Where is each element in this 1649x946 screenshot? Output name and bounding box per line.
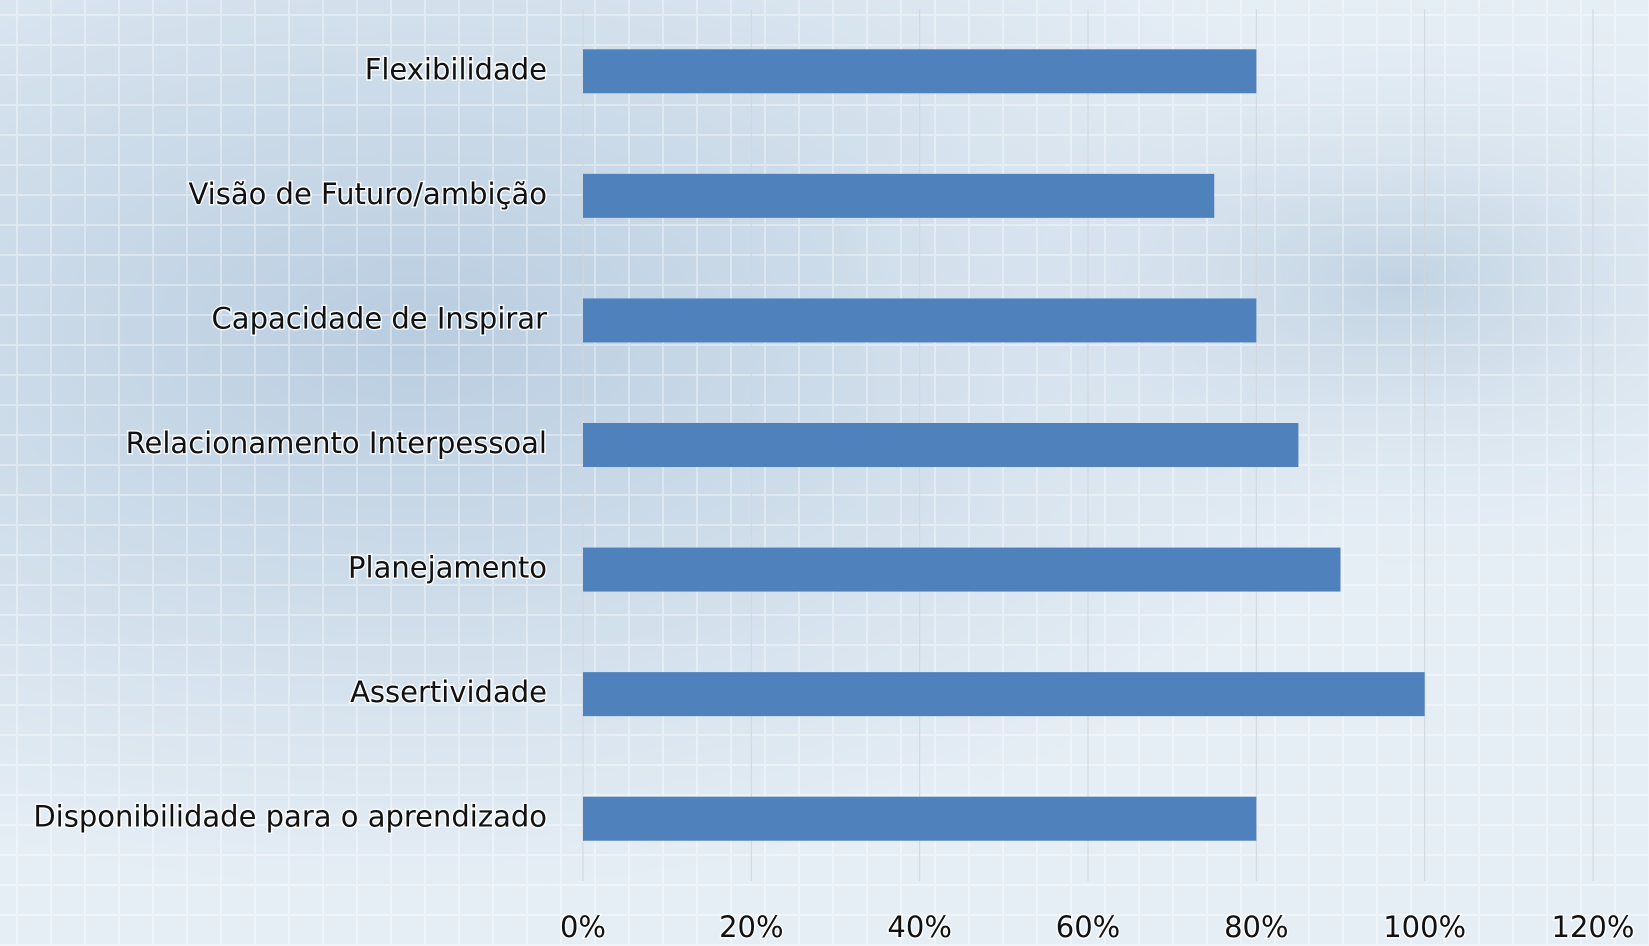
bar bbox=[583, 173, 1215, 218]
y-tick-label: Disponibilidade para o aprendizado bbox=[33, 800, 547, 834]
x-tick-label: 80% bbox=[1224, 910, 1288, 944]
bar bbox=[583, 423, 1299, 467]
x-tick-label: 100% bbox=[1383, 910, 1466, 944]
y-tick-label: Visão de Futuro/ambição bbox=[188, 177, 547, 211]
y-tick-label: Flexibilidade bbox=[365, 52, 547, 86]
x-tick-label: 60% bbox=[1056, 910, 1120, 944]
bar bbox=[583, 49, 1257, 94]
y-tick-label: Planejamento bbox=[348, 551, 547, 585]
x-tick-label: 40% bbox=[887, 910, 951, 944]
x-tick-label: 20% bbox=[719, 910, 783, 944]
x-tick-label: 120% bbox=[1552, 910, 1635, 944]
x-tick-label: 0% bbox=[560, 910, 606, 944]
bar bbox=[583, 672, 1425, 717]
y-tick-label: Assertividade bbox=[350, 675, 547, 709]
bar bbox=[583, 547, 1341, 592]
y-tick-label: Capacidade de Inspirar bbox=[212, 301, 548, 335]
y-tick-label: Relacionamento Interpessoal bbox=[126, 426, 547, 460]
bar bbox=[583, 298, 1257, 343]
bar bbox=[583, 796, 1257, 841]
